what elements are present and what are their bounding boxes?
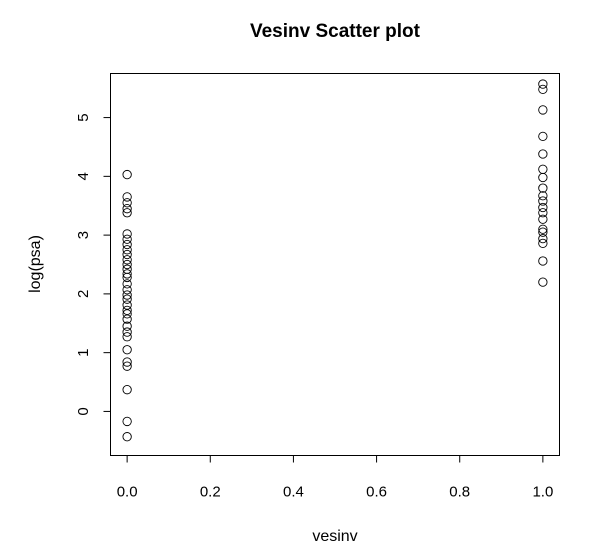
data-point	[122, 357, 132, 367]
data-point	[538, 196, 548, 206]
data-point	[122, 321, 132, 331]
data-point	[122, 300, 132, 310]
data-point	[122, 332, 132, 342]
data-point	[122, 234, 132, 244]
data-point	[538, 277, 548, 287]
data-point	[122, 285, 132, 295]
x-tick-label: 0.8	[449, 484, 470, 501]
data-point	[538, 208, 548, 218]
data-point	[538, 172, 548, 183]
y-tick-label: 5	[75, 113, 92, 121]
data-point	[538, 84, 548, 95]
data-point	[122, 259, 132, 270]
x-tick-label: 0.0	[117, 484, 138, 501]
data-point	[122, 269, 132, 279]
data-point	[122, 279, 132, 289]
data-point	[538, 214, 548, 224]
data-point	[538, 105, 548, 115]
data-point	[122, 294, 132, 304]
x-axis: 0.0 0.2 0.4 0.6 0.8 1.0	[117, 455, 553, 501]
data-point	[122, 204, 132, 214]
data-points	[122, 79, 548, 442]
data-point	[122, 255, 132, 265]
data-point	[122, 432, 132, 442]
data-point	[538, 202, 548, 213]
data-point	[122, 345, 132, 355]
data-point	[538, 149, 548, 159]
y-axis-label: log(psa)	[27, 235, 44, 293]
x-axis-label: vesinv	[312, 528, 357, 545]
data-point	[538, 191, 548, 201]
x-tick-label: 0.6	[366, 484, 387, 501]
data-point	[538, 164, 548, 174]
data-point	[122, 327, 132, 337]
plot-frame	[110, 73, 560, 456]
data-point	[538, 227, 548, 237]
data-point	[122, 290, 132, 300]
data-point	[122, 264, 132, 274]
data-point	[122, 361, 132, 371]
x-tick-label: 0.4	[283, 484, 304, 501]
y-axis: 0 1 2 3 4 5	[75, 113, 111, 416]
data-point	[122, 239, 132, 250]
data-point	[538, 131, 548, 142]
data-point	[538, 183, 548, 193]
data-point	[122, 305, 132, 315]
y-tick-label: 4	[75, 172, 92, 180]
data-point	[122, 198, 132, 208]
data-point	[122, 192, 132, 202]
y-tick-label: 1	[75, 348, 92, 356]
data-point	[122, 245, 132, 255]
data-point	[538, 238, 548, 248]
chart-title: Vesinv Scatter plot	[250, 21, 421, 42]
data-point	[122, 416, 132, 427]
y-tick-label: 0	[75, 407, 92, 415]
data-point	[538, 256, 548, 266]
data-point	[122, 229, 132, 239]
y-tick-label: 3	[75, 231, 92, 239]
data-point	[122, 169, 132, 180]
data-point	[538, 79, 548, 89]
data-point	[122, 385, 132, 395]
data-point	[538, 224, 548, 234]
data-point	[122, 249, 132, 260]
data-point	[122, 208, 132, 218]
x-tick-label: 1.0	[532, 484, 553, 501]
x-tick-label: 0.2	[200, 484, 221, 501]
data-point	[538, 233, 548, 244]
y-tick-label: 2	[75, 290, 92, 298]
